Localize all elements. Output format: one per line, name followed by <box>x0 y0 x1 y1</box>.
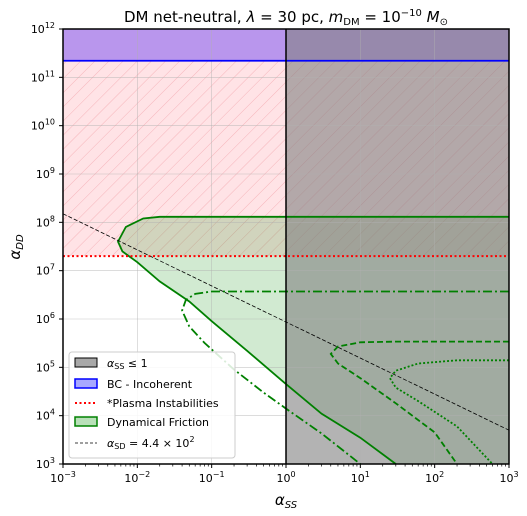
y-tick-label: 104 <box>36 408 55 423</box>
x-axis-label: αSS <box>275 491 298 511</box>
svg-text:αSS ≤ 1: αSS ≤ 1 <box>107 357 148 371</box>
svg-text:αSD = 4.4 × 102: αSD = 4.4 × 102 <box>107 435 195 451</box>
svg-text:Dynamical Friction: Dynamical Friction <box>107 416 209 429</box>
x-tick-label: 102 <box>425 470 444 485</box>
y-tick-label: 103 <box>36 456 55 471</box>
x-tick-label: 10−3 <box>50 470 76 485</box>
legend-item-bc: BC - Incoherent <box>74 378 193 391</box>
y-tick-label: 1012 <box>31 21 55 36</box>
y-tick-label: 1011 <box>31 69 55 84</box>
svg-text:*Plasma Instabilities: *Plasma Instabilities <box>107 397 219 410</box>
y-tick-label: 105 <box>36 359 55 374</box>
svg-text:BC - Incoherent: BC - Incoherent <box>107 378 193 391</box>
legend: αSS ≤ 1 BC - Incoherent *Plasma Instabil… <box>68 351 236 459</box>
x-tick-label: 10−2 <box>124 470 150 485</box>
curves <box>63 29 509 464</box>
chart-title: DM net-neutral, λ = 30 pc, mDM = 10−10 M… <box>124 8 448 28</box>
dynamical-friction-solid-line <box>116 215 509 464</box>
legend-item-plasma: *Plasma Instabilities <box>75 397 219 410</box>
y-tick-label: 107 <box>36 263 55 278</box>
x-tick-label: 101 <box>351 470 370 485</box>
ss-region <box>286 29 509 464</box>
y-tick-label: 108 <box>36 214 55 229</box>
x-tick-label: 100 <box>276 470 295 485</box>
y-tick-label: 106 <box>36 311 55 326</box>
dynamical-friction-dotted-line <box>388 359 509 464</box>
x-ticks: 10−3 10−2 10−1 100 101 102 103 <box>50 464 519 485</box>
x-tick-label: 103 <box>499 470 518 485</box>
y-tick-label: 1010 <box>31 118 55 133</box>
y-axis-label: αDD <box>6 234 26 260</box>
legend-item-sd: αSD = 4.4 × 102 <box>75 435 195 451</box>
legend-item-df: Dynamical Friction <box>74 416 209 429</box>
y-ticks: 103 104 105 106 107 108 109 1010 1011 1012 <box>31 21 63 471</box>
dynamical-friction-dashed-line <box>329 340 509 464</box>
x-tick-label: 10−1 <box>199 470 225 485</box>
y-tick-label: 109 <box>36 166 55 181</box>
legend-item-ss: αSS ≤ 1 <box>74 357 148 371</box>
